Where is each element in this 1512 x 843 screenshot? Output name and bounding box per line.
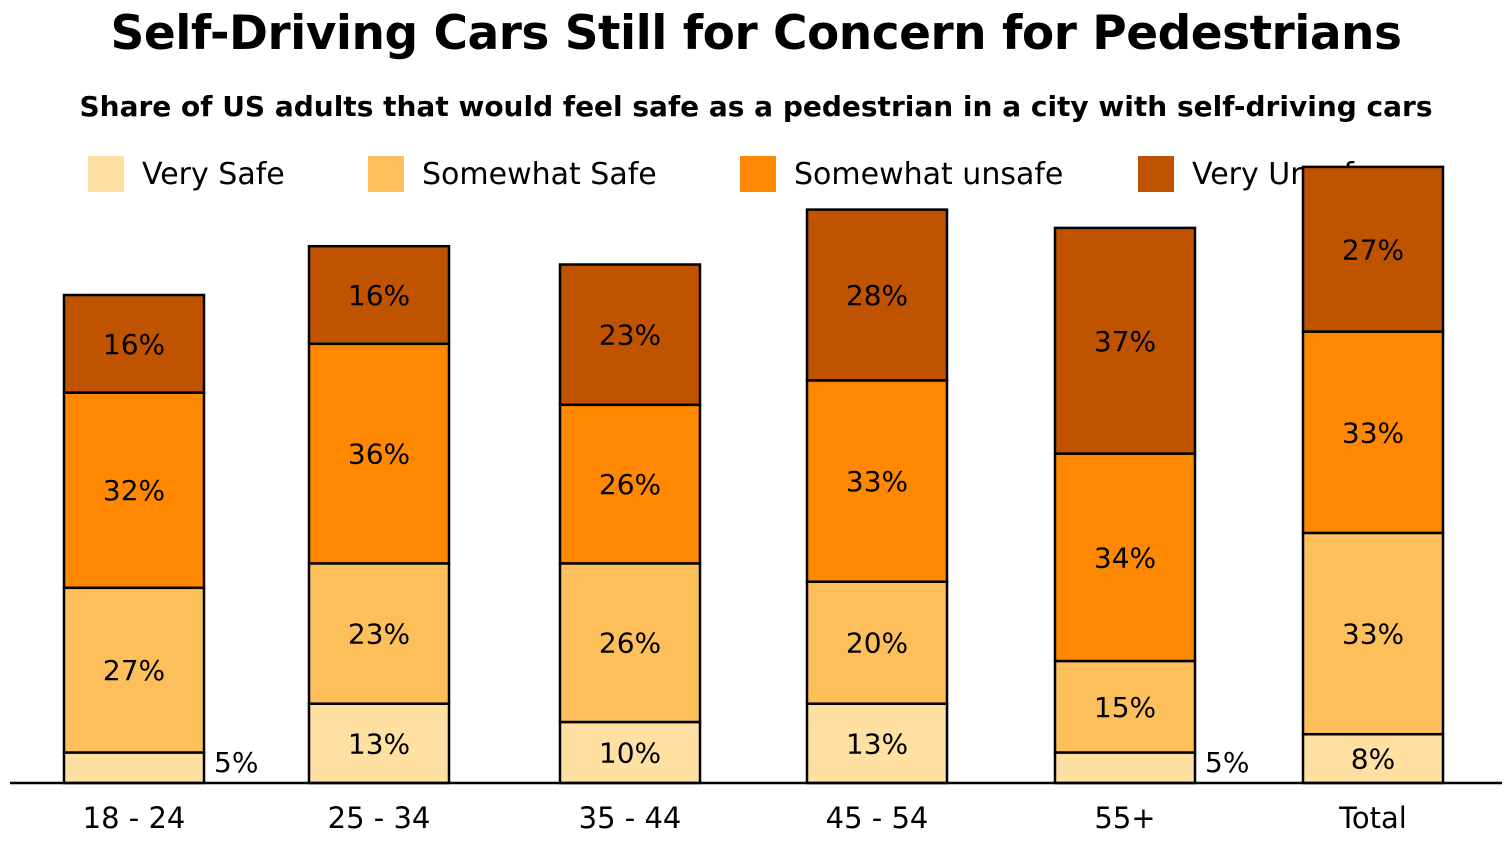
x-tick-label-4: 55+ <box>1094 801 1155 835</box>
legend-swatch-very-safe <box>88 156 124 192</box>
data-label-4-0: 5% <box>1205 746 1249 779</box>
data-label-0-0: 5% <box>214 746 258 779</box>
legend-swatch-somewhat-unsafe <box>740 156 776 192</box>
data-label-4-2: 34% <box>1094 541 1156 574</box>
legend-label-very-safe: Very Safe <box>142 156 285 192</box>
data-label-5-1: 33% <box>1342 618 1404 651</box>
legend-label-somewhat-unsafe: Somewhat unsafe <box>794 156 1064 192</box>
bar-segment-3-1 <box>805 580 949 705</box>
bar-segment-1-1 <box>307 562 451 705</box>
data-label-3-1: 20% <box>846 627 908 660</box>
bar-segment-2-1 <box>558 562 702 724</box>
bar-segment-3-3 <box>805 208 949 382</box>
bar-segment-3-2 <box>805 379 949 583</box>
chart-subtitle: Share of US adults that would feel safe … <box>79 90 1433 123</box>
data-label-5-2: 33% <box>1342 416 1404 449</box>
x-tick-label-2: 35 - 44 <box>579 801 682 835</box>
legend-label-somewhat-safe: Somewhat Safe <box>422 156 657 192</box>
data-label-1-1: 23% <box>348 618 410 651</box>
legend-swatch-very-unsafe <box>1138 156 1174 192</box>
data-label-1-3: 16% <box>348 279 410 312</box>
legend-item-very-safe: Very Safe <box>88 154 285 194</box>
bar-segment-0-1 <box>62 586 206 754</box>
bar-segment-4-3 <box>1053 226 1197 455</box>
data-label-2-1: 26% <box>599 627 661 660</box>
bar-segment-1-2 <box>307 342 451 565</box>
bar-segment-5-2 <box>1301 330 1445 535</box>
data-label-3-3: 28% <box>846 279 908 312</box>
data-label-2-3: 23% <box>599 319 661 352</box>
bar-segment-0-2 <box>62 391 206 590</box>
data-label-3-2: 33% <box>846 465 908 498</box>
data-label-2-0: 10% <box>599 737 661 770</box>
bar-segment-0-0 <box>62 751 206 785</box>
bar-segment-1-3 <box>307 244 451 346</box>
bar-segment-0-3 <box>62 293 206 394</box>
legend-item-somewhat-unsafe: Somewhat unsafe <box>740 154 1063 194</box>
data-label-5-3: 27% <box>1342 233 1404 266</box>
x-tick-label-3: 45 - 54 <box>826 801 929 835</box>
legend-swatch-somewhat-safe <box>368 156 404 192</box>
data-label-3-0: 13% <box>846 727 908 760</box>
x-tick-label-1: 25 - 34 <box>328 801 431 835</box>
bar-segment-4-0 <box>1053 751 1197 785</box>
data-label-2-2: 26% <box>599 468 661 501</box>
bar-segment-2-3 <box>558 263 702 407</box>
data-label-4-3: 37% <box>1094 325 1156 358</box>
data-label-0-1: 27% <box>103 654 165 687</box>
bar-segment-5-3 <box>1301 165 1445 333</box>
legend-item-somewhat-safe: Somewhat Safe <box>368 154 657 194</box>
x-tick-label-5: Total <box>1338 801 1407 835</box>
data-label-0-3: 16% <box>103 328 165 361</box>
chart-title: Self-Driving Cars Still for Concern for … <box>110 6 1402 61</box>
bar-segment-2-2 <box>558 403 702 565</box>
data-label-0-2: 32% <box>103 474 165 507</box>
data-label-1-0: 13% <box>348 727 410 760</box>
bar-segment-4-1 <box>1053 659 1197 754</box>
bar-segment-3-0 <box>805 702 949 785</box>
bar-segment-5-1 <box>1301 531 1445 736</box>
data-label-4-1: 15% <box>1094 691 1156 724</box>
data-label-1-2: 36% <box>348 438 410 471</box>
x-tick-label-0: 18 - 24 <box>83 801 186 835</box>
data-label-5-0: 8% <box>1351 743 1395 776</box>
